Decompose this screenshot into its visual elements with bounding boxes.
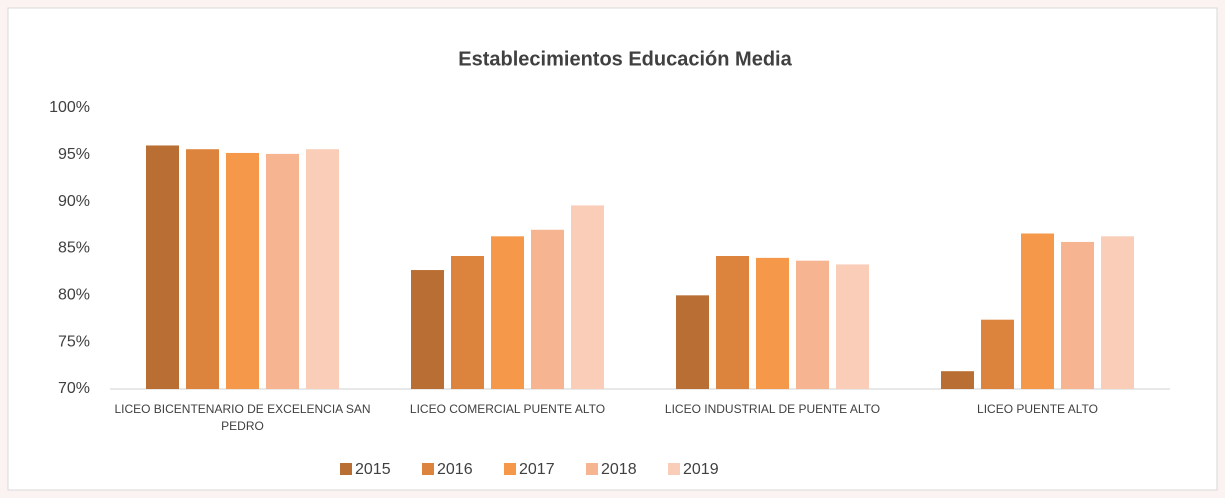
bar [186, 149, 219, 389]
bar [266, 153, 299, 389]
y-tick-label: 100% [49, 99, 90, 116]
bar [531, 229, 564, 389]
bar [981, 319, 1014, 389]
legend-label: 2019 [683, 461, 719, 478]
y-tick-label: 90% [58, 193, 90, 210]
bar [796, 260, 829, 389]
bar [836, 264, 869, 389]
y-tick-label: 70% [58, 380, 90, 397]
bar [716, 255, 749, 389]
bar [941, 371, 974, 389]
bar [756, 257, 789, 389]
bar [1101, 236, 1134, 389]
legend-label: 2017 [519, 461, 555, 478]
bar [571, 205, 604, 389]
bar [1021, 233, 1054, 389]
bar [1061, 241, 1094, 389]
legend-label: 2015 [355, 461, 391, 478]
bar [306, 149, 339, 389]
x-tick-label: LICEO PUENTE ALTO [977, 402, 1098, 416]
bar [146, 145, 179, 389]
bar [451, 255, 484, 389]
legend-label: 2016 [437, 461, 473, 478]
x-tick-label: LICEO COMERCIAL PUENTE ALTO [409, 402, 606, 416]
bar [411, 270, 444, 389]
y-tick-label: 85% [58, 240, 90, 257]
legend-label: 2018 [601, 461, 637, 478]
chart-title: Establecimientos Educación Media [458, 48, 792, 70]
legend-swatch [586, 463, 598, 475]
bar [491, 236, 524, 389]
legend-swatch [422, 463, 434, 475]
legend-swatch [504, 463, 516, 475]
legend-swatch [668, 463, 680, 475]
legend-swatch [340, 463, 352, 475]
x-tick-label: LICEO INDUSTRIAL DE PUENTE ALTO [664, 402, 881, 416]
bar [226, 152, 259, 389]
y-tick-label: 75% [58, 333, 90, 350]
bar [676, 295, 709, 389]
x-tick-label: LICEO BICENTENARIO DE EXCELENCIA SAN PED… [114, 402, 371, 433]
y-tick-label: 80% [58, 287, 90, 304]
y-tick-label: 95% [58, 146, 90, 163]
